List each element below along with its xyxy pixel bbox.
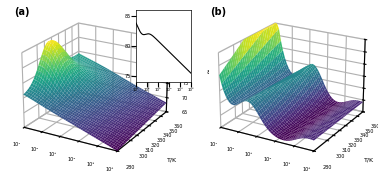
Text: (a): (a) [14, 7, 29, 17]
Text: (b): (b) [211, 7, 227, 17]
Y-axis label: T/K: T/K [167, 157, 177, 162]
Y-axis label: T/K: T/K [364, 157, 373, 162]
